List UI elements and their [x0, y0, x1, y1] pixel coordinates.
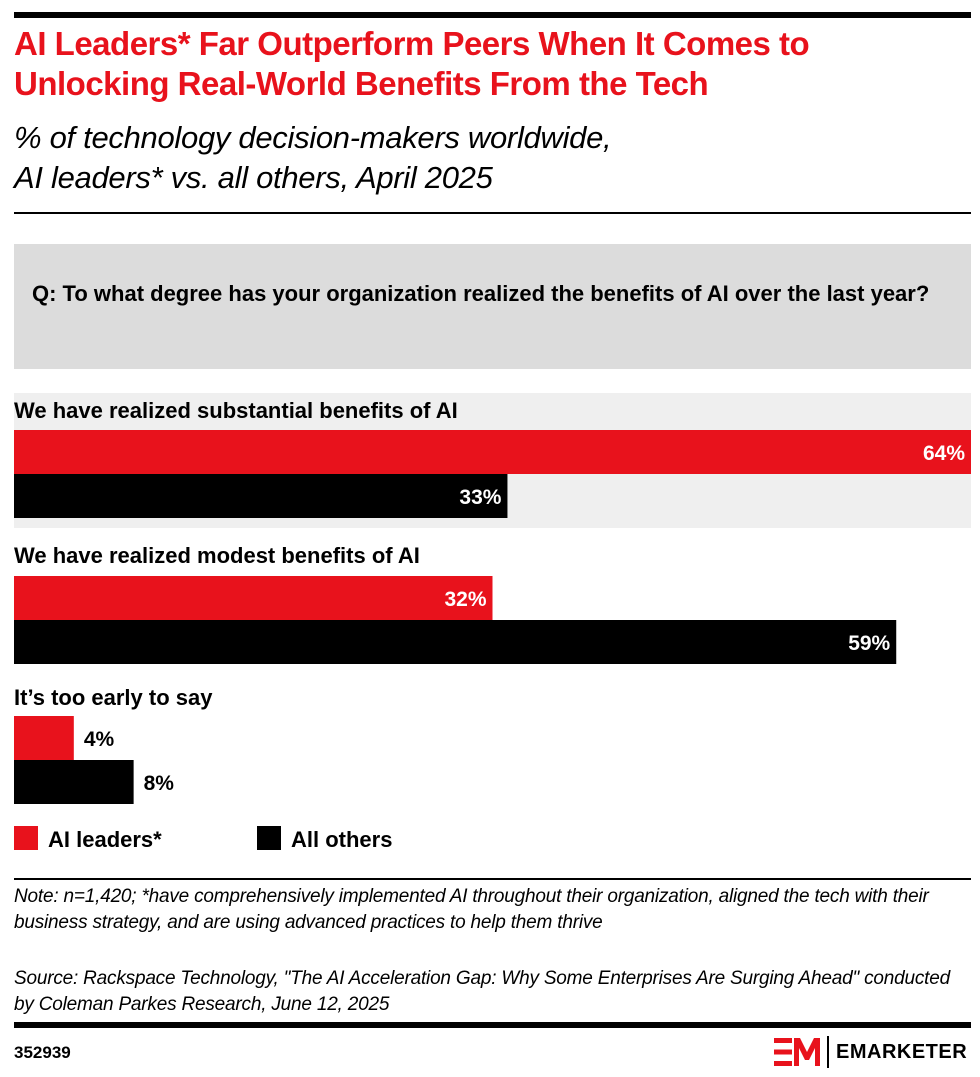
brand-name: EMARKETER [836, 1041, 968, 1063]
chart-id: 352939 [14, 1043, 71, 1062]
category-label: We have realized substantial benefits of… [14, 398, 458, 423]
ai-leaders-bar [14, 716, 74, 760]
data-label: 8% [144, 772, 175, 795]
legend-label: All others [291, 827, 392, 852]
legend-swatch-all-others [257, 826, 281, 850]
legend-swatch-ai-leaders [14, 826, 38, 850]
source-note: Source: Rackspace Technology, "The AI Ac… [14, 968, 950, 1015]
all-others-bar [14, 620, 897, 664]
logo-divider [827, 1036, 829, 1068]
chart-title: AI Leaders* Far Outperform Peers When It… [14, 25, 810, 102]
subtitle-line-2: AI leaders* vs. all others, April 2025 [14, 160, 493, 195]
all-others-bar [14, 474, 508, 518]
ai-leaders-bar [14, 430, 971, 474]
category-label: It’s too early to say [14, 685, 213, 710]
question-box [14, 244, 971, 369]
question-text: Q: To what degree has your organization … [32, 281, 930, 306]
category-label: We have realized modest benefits of AI [14, 543, 420, 568]
legend-label: AI leaders* [48, 827, 162, 852]
bar-chart: We have realized substantial benefits of… [14, 393, 971, 852]
data-label: 64% [923, 442, 965, 465]
subtitle-rule [14, 212, 971, 214]
data-label: 59% [848, 632, 890, 655]
ai-leaders-bar [14, 576, 493, 620]
data-label: 33% [459, 486, 501, 509]
emarketer-logo: EMARKETER [774, 1036, 974, 1068]
footnote: Note: n=1,420; *have comprehensively imp… [14, 886, 929, 933]
note-rule [14, 878, 971, 880]
top-rule [14, 12, 971, 18]
em-logo-icon [774, 1038, 820, 1066]
bottom-rule [14, 1022, 971, 1028]
all-others-bar [14, 760, 134, 804]
subtitle-line-1: % of technology decision-makers worldwid… [14, 120, 612, 155]
data-label: 32% [444, 588, 486, 611]
chart-subtitle: % of technology decision-makers worldwid… [14, 118, 971, 198]
data-label: 4% [84, 728, 115, 751]
